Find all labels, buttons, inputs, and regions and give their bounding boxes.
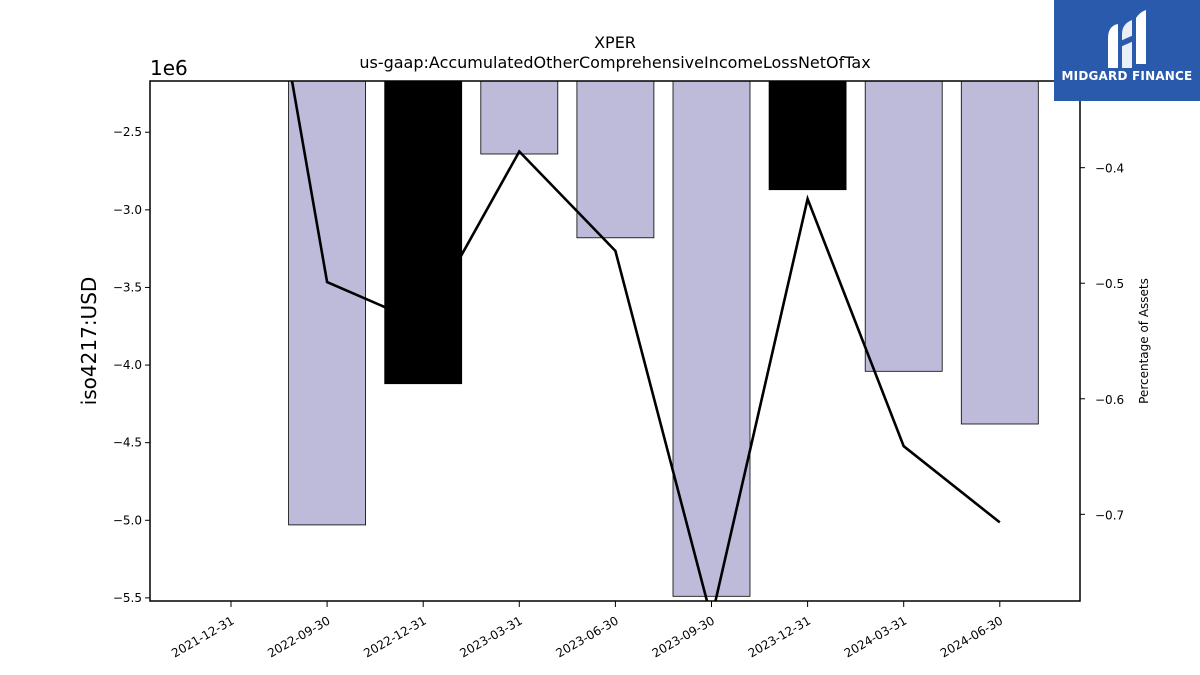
y-offset-label: 1e6 bbox=[150, 56, 188, 80]
series-line-percentage bbox=[290, 81, 1001, 601]
line-layer bbox=[290, 81, 1001, 601]
chart-title: XPER bbox=[594, 33, 636, 52]
bars-layer bbox=[288, 81, 1039, 597]
brand-name: MIDGARD FINANCE bbox=[1061, 69, 1193, 83]
y-tick-label: −2.5 bbox=[113, 125, 142, 139]
brand-logo: MIDGARD FINANCE bbox=[1054, 0, 1200, 101]
x-tick-label: 2022-09-30 bbox=[265, 613, 332, 660]
x-tick-label: 2023-12-31 bbox=[746, 613, 813, 660]
y-axis-right: −0.4 −0.5 −0.6 −0.7 bbox=[1080, 162, 1124, 522]
x-tick-label: 2023-09-30 bbox=[650, 613, 717, 660]
bar-2023-12-31 bbox=[768, 81, 847, 191]
x-tick-label: 2024-03-31 bbox=[842, 613, 909, 660]
midgard-logo-icon bbox=[1108, 10, 1146, 68]
y2-axis-label: Percentage of Assets bbox=[1137, 278, 1151, 404]
y2-tick-label: −0.7 bbox=[1095, 508, 1124, 522]
x-tick-label: 2022-12-31 bbox=[361, 613, 428, 660]
y-tick-label: −4.5 bbox=[113, 436, 142, 450]
y2-tick-label: −0.4 bbox=[1095, 162, 1124, 176]
bar-2023-06-30 bbox=[576, 81, 655, 239]
x-tick-label: 2023-03-31 bbox=[457, 613, 524, 660]
y-tick-label: −4.0 bbox=[113, 358, 142, 372]
bar-2024-06-30 bbox=[960, 81, 1039, 425]
bar-2022-12-31 bbox=[384, 81, 463, 385]
y-tick-label: −5.0 bbox=[113, 513, 142, 527]
bar-2024-03-31 bbox=[864, 81, 943, 372]
y-tick-label: −3.0 bbox=[113, 203, 142, 217]
y-axis-label: iso4217:USD bbox=[77, 277, 101, 406]
y-tick-label: −3.5 bbox=[113, 280, 142, 294]
y2-tick-label: −0.5 bbox=[1095, 277, 1124, 291]
y-tick-label: −5.5 bbox=[113, 591, 142, 605]
y-axis-left: −2.5 −3.0 −3.5 −4.0 −4.5 −5.0 −5.5 bbox=[113, 125, 150, 605]
bar-2022-09-30 bbox=[288, 81, 367, 526]
x-axis: 2021-12-31 2022-09-30 2022-12-31 2023-03-31… bbox=[169, 601, 1005, 660]
x-tick-label: 2024-06-30 bbox=[938, 613, 1005, 660]
x-tick-label: 2021-12-31 bbox=[169, 613, 236, 660]
x-tick-label: 2023-06-30 bbox=[553, 613, 620, 660]
bar-2023-03-31 bbox=[480, 81, 559, 155]
y2-tick-label: −0.6 bbox=[1095, 393, 1124, 407]
chart-subtitle: us-gaap:AccumulatedOtherComprehensiveInc… bbox=[359, 53, 870, 72]
